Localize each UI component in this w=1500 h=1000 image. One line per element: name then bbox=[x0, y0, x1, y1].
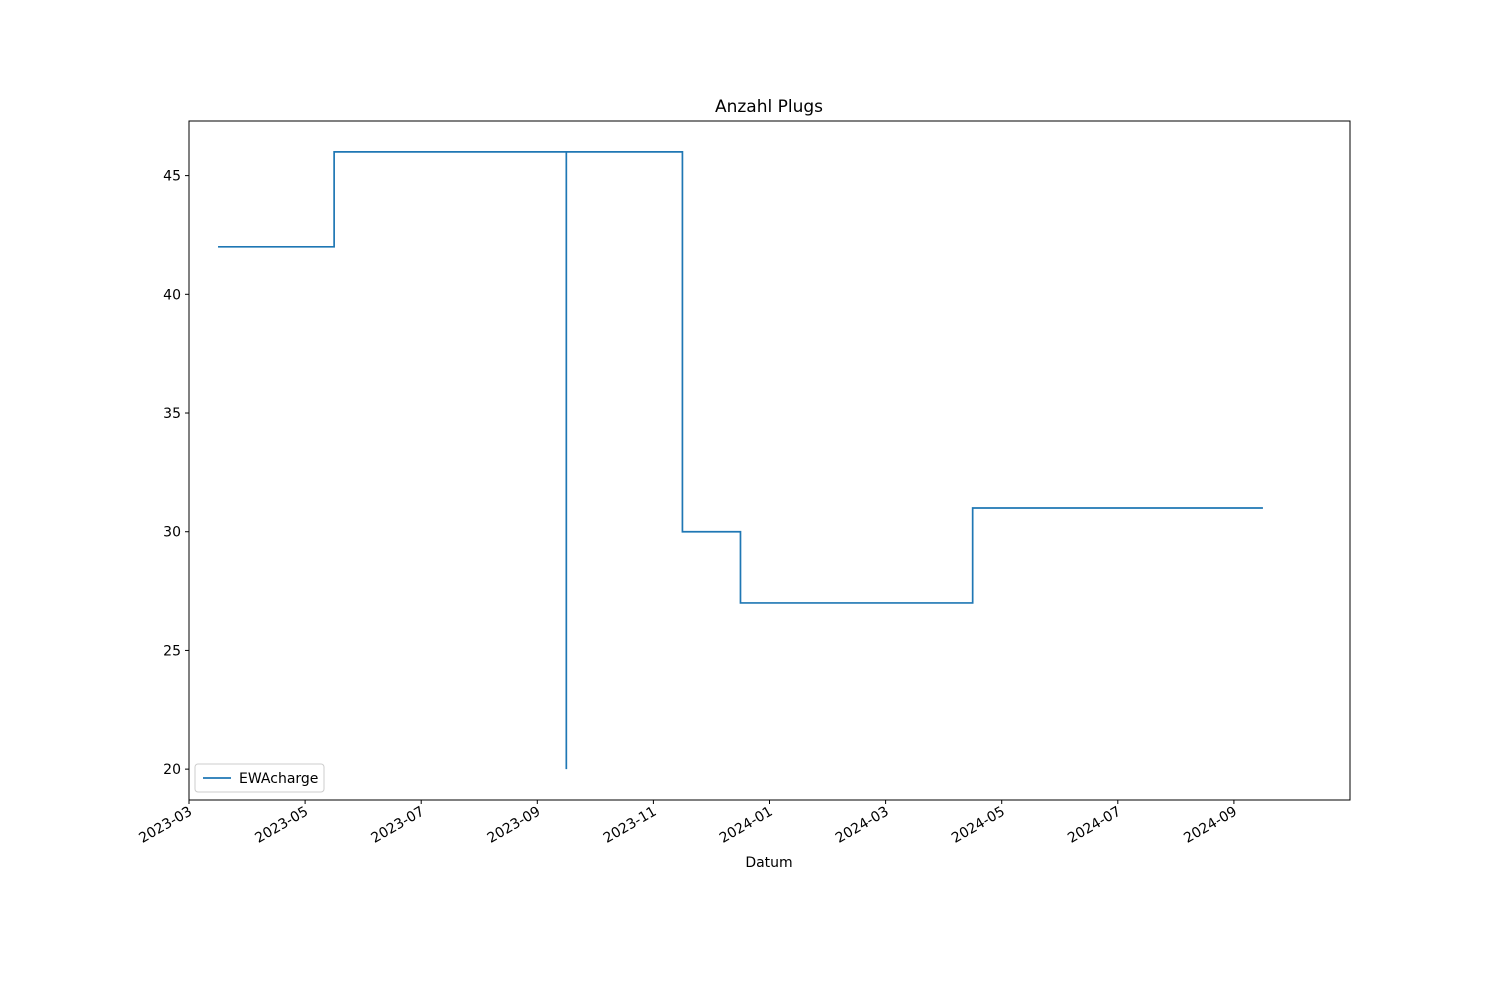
x-tick-label: 2024-03 bbox=[833, 804, 892, 847]
chart-title: Anzahl Plugs bbox=[715, 97, 823, 117]
y-tick-label: 35 bbox=[163, 406, 181, 422]
y-tick-label: 20 bbox=[163, 762, 181, 778]
y-tick-label: 30 bbox=[163, 525, 181, 541]
y-tick-label: 25 bbox=[163, 643, 181, 659]
x-tick-label: 2024-01 bbox=[717, 804, 776, 847]
x-tick-label: 2023-09 bbox=[485, 804, 544, 847]
x-tick-label: 2023-07 bbox=[369, 804, 428, 847]
x-tick-label: 2024-09 bbox=[1181, 804, 1240, 847]
data-line bbox=[218, 151, 1263, 770]
x-tick-label: 2023-05 bbox=[252, 804, 311, 847]
y-tick-label: 45 bbox=[163, 169, 181, 185]
y-tick-label: 40 bbox=[163, 287, 181, 303]
x-tick-label: 2023-11 bbox=[601, 804, 660, 847]
legend: EWAcharge bbox=[194, 763, 325, 793]
legend-box bbox=[194, 763, 325, 793]
x-tick-label: 2024-07 bbox=[1065, 804, 1124, 847]
x-tick-label: 2024-05 bbox=[949, 804, 1008, 847]
x-tick-label: 2023-03 bbox=[136, 804, 195, 847]
x-axis-label: Datum bbox=[745, 855, 792, 871]
legend-label: EWAcharge bbox=[239, 771, 318, 787]
plot-frame bbox=[188, 120, 1351, 801]
